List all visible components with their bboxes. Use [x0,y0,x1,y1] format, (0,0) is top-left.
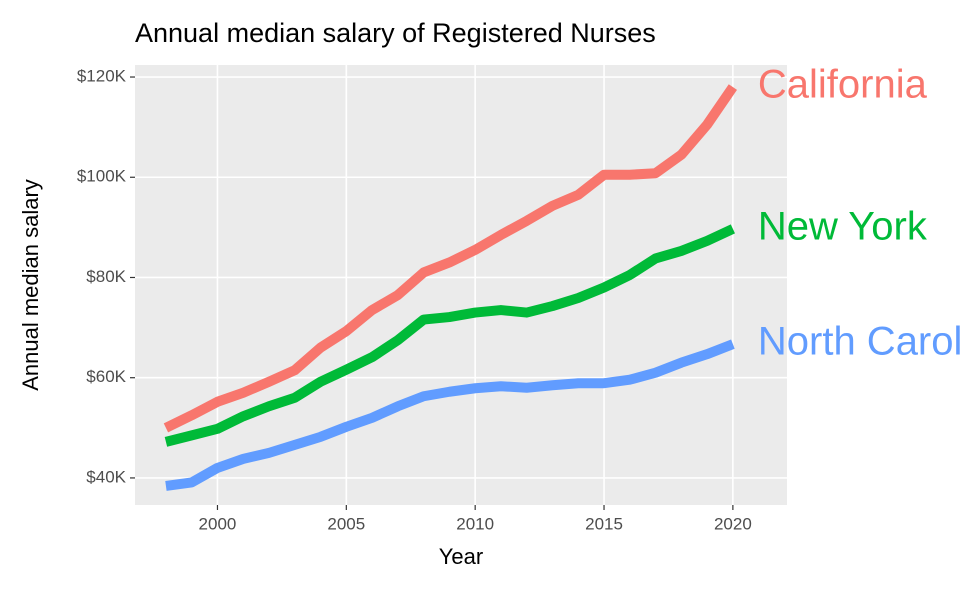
y-tick-label: $120K [77,67,127,86]
series-line [165,339,735,491]
x-tick-label: 2020 [714,514,752,533]
series-label: California [758,63,928,107]
series-line [164,224,735,447]
series-line [163,84,738,433]
x-tick-label: 2010 [456,514,494,533]
x-tick-label: 2015 [585,514,623,533]
y-tick-label: $100K [77,167,127,186]
x-tick-label: 2000 [199,514,237,533]
y-tick-label: $80K [86,267,126,286]
y-tick-label: $40K [86,467,126,486]
x-tick-label: 2005 [327,514,365,533]
x-axis-label: Year [439,544,483,569]
y-tick-label: $60K [86,367,126,386]
series-label: New York [758,204,928,248]
chart-title: Annual median salary of Registered Nurse… [135,18,656,48]
y-axis-label: Annual median salary [18,179,43,391]
series-label: North Carolina [758,320,960,364]
plot-panel [135,65,787,505]
